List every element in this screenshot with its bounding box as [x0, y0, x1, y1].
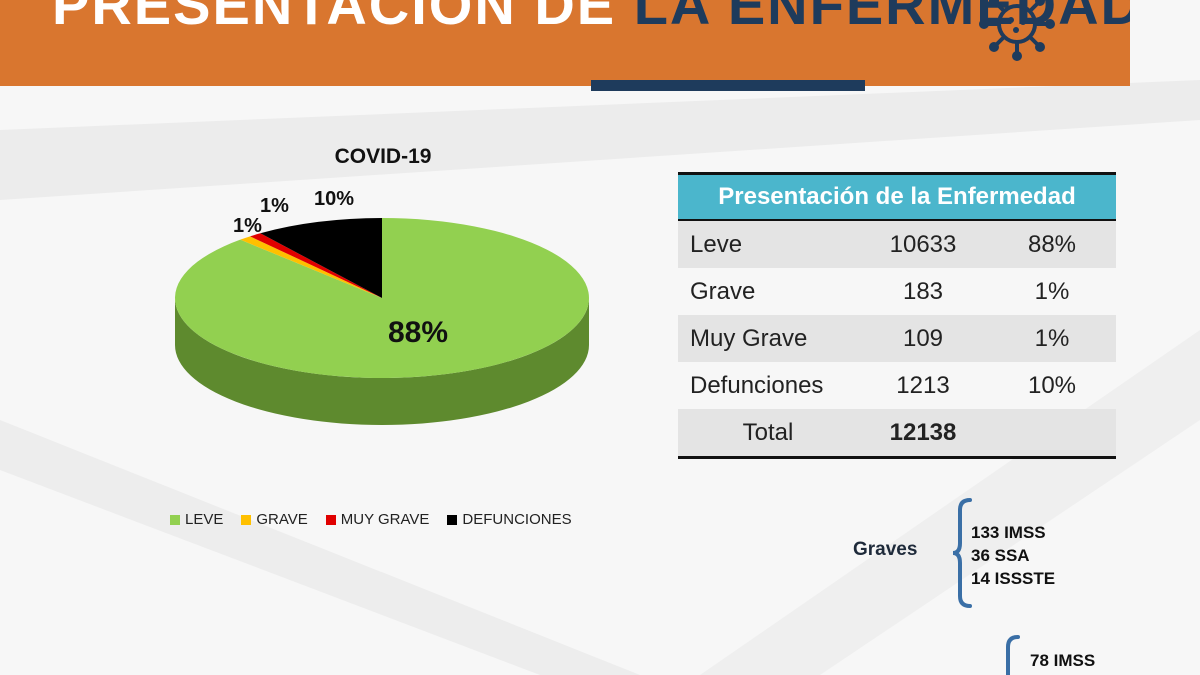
graves-label: Graves: [853, 539, 918, 560]
row-label: Leve: [690, 230, 743, 258]
graves-line: 133 IMSS: [971, 523, 1046, 542]
chart-title: COVID-19: [334, 145, 432, 168]
legend-item-grave: GRAVE: [241, 511, 308, 528]
row-percent: 1%: [1034, 324, 1070, 352]
muy-graves-line: 78 IMSS: [1030, 651, 1096, 670]
table-row: Muy Grave 109 1%: [678, 315, 1116, 362]
row-count: 109: [902, 324, 944, 352]
legend-label-leve: LEVE: [185, 511, 224, 528]
total-label: Total: [742, 418, 794, 446]
row-count: 183: [902, 277, 944, 305]
legend-swatch-defunciones: [447, 514, 458, 525]
row-count: 1213: [896, 371, 950, 399]
graves-brace: [952, 498, 972, 608]
pie-side-leve: [175, 298, 589, 425]
legend-swatch-muy-grave: [325, 514, 336, 525]
legend-swatch-leve: [170, 514, 180, 525]
pie-slice-grave: [240, 236, 382, 298]
legend-swatch-grave: [241, 514, 252, 525]
legend-label-defunciones: DEFUNCIONES: [462, 511, 572, 528]
row-count: 10633: [889, 230, 957, 258]
pie-slice-defunciones: [260, 218, 382, 298]
graves-line: 36 SSA: [971, 546, 1030, 565]
chart-legend: LEVE GRAVE MUY GRAVE DEFUNCIONES: [170, 511, 590, 528]
table-row: Defunciones 1213 10%: [678, 362, 1116, 409]
pie-chart: COVID-19 88% 1% 1% 10% LEVE GRAVE MUY GR…: [0, 0, 680, 560]
table-total-row: Total 12138: [678, 409, 1116, 456]
muy-graves-brace: [1006, 635, 1020, 675]
legend-item-leve: LEVE: [170, 511, 223, 528]
row-percent: 88%: [1027, 230, 1077, 258]
graves-breakdown: 133 IMSS 36 SSA 14 ISSSTE: [971, 521, 1055, 590]
virus-icon: [979, 0, 1055, 61]
legend-item-defunciones: DEFUNCIONES: [447, 511, 572, 528]
page-title: PRESENTACIÓN DE LA ENFERMEDAD: [52, 0, 1130, 37]
row-label: Defunciones: [690, 371, 824, 399]
legend-label-grave: GRAVE: [256, 511, 308, 528]
row-label: Grave: [690, 277, 756, 305]
data-label-muy-grave: 1%: [233, 215, 262, 237]
row-percent: 1%: [1034, 277, 1070, 305]
table-row: Leve 10633 88%: [678, 221, 1116, 268]
table-row: Grave 183 1%: [678, 268, 1116, 315]
graves-line: 14 ISSSTE: [971, 569, 1056, 588]
table-title: Presentación de la Enfermedad: [678, 175, 1116, 221]
pie-slice-muy-grave: [250, 233, 382, 298]
muy-graves-breakdown: 78 IMSS: [1030, 649, 1095, 672]
title-part-1: PRESENTACIÓN DE: [52, 0, 634, 36]
disease-table: Presentación de la Enfermedad Leve 10633…: [678, 172, 1116, 459]
data-label-defunciones: 10%: [314, 188, 355, 210]
row-percent: 10%: [1027, 371, 1077, 399]
data-label-leve: 88%: [388, 316, 449, 349]
legend-label-muy-grave: MUY GRAVE: [340, 511, 430, 528]
row-label: Muy Grave: [690, 324, 808, 352]
title-part-2: LA ENFERMEDAD: [633, 0, 1130, 36]
legend-item-muy-grave: MUY GRAVE: [325, 511, 430, 528]
pie-chart-svg: [174, 218, 589, 425]
total-value: 12138: [889, 418, 957, 446]
header-banner: PRESENTACIÓN DE LA ENFERMEDAD: [0, 0, 1130, 86]
header-underline: [591, 80, 865, 91]
data-label-grave: 1%: [260, 195, 289, 217]
